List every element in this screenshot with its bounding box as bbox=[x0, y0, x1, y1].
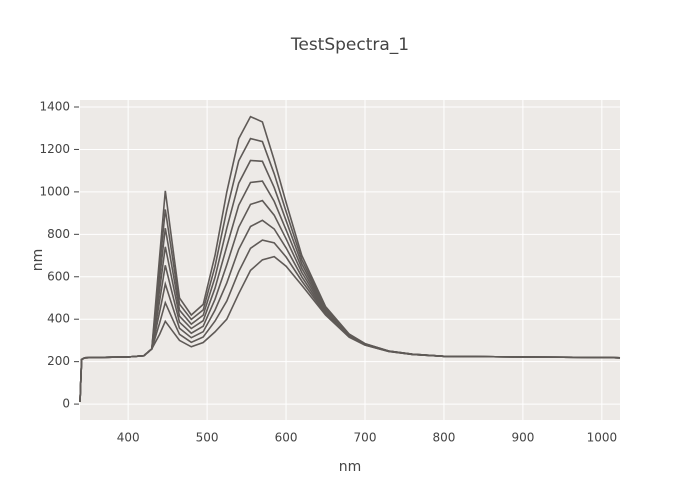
x-tick-label: 700 bbox=[354, 431, 377, 445]
y-tick-label: 400 bbox=[47, 312, 70, 326]
y-tick-label: 1400 bbox=[39, 100, 70, 114]
x-tick-label: 1000 bbox=[587, 431, 618, 445]
y-tick-label: 200 bbox=[47, 354, 70, 368]
y-tick-label: 0 bbox=[62, 397, 70, 411]
spectrum-line bbox=[79, 255, 621, 403]
y-tick-label: 1200 bbox=[39, 142, 70, 156]
x-tick-label: 800 bbox=[432, 431, 455, 445]
y-tick-label: 600 bbox=[47, 269, 70, 283]
x-tick-label: 500 bbox=[196, 431, 219, 445]
x-axis-title: nm bbox=[339, 459, 362, 475]
x-tick-label: 600 bbox=[275, 431, 298, 445]
chart-title: TestSpectra_1 bbox=[290, 35, 409, 55]
x-tick-label: 400 bbox=[117, 431, 140, 445]
y-tick-label: 800 bbox=[47, 227, 70, 241]
y-axis-title: nm bbox=[30, 249, 46, 272]
x-tick-label: 900 bbox=[511, 431, 534, 445]
y-tick-label: 1000 bbox=[39, 184, 70, 198]
